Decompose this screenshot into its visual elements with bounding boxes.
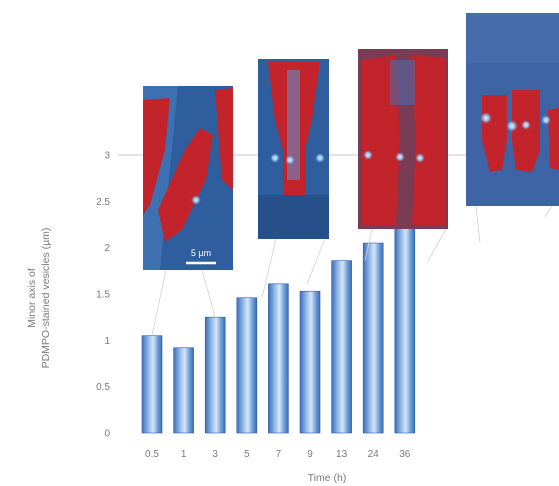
x-tick-label: 24 bbox=[368, 449, 380, 460]
x-tick-label: 0.5 bbox=[145, 449, 159, 460]
x-axis-title: Time (h) bbox=[308, 472, 347, 484]
leader-line bbox=[475, 205, 481, 244]
y-tick-labels: 0 0.5 1 1.5 2 2.5 3 bbox=[96, 151, 110, 440]
x-tick-label: 9 bbox=[307, 449, 313, 460]
bar bbox=[141, 335, 163, 434]
bar bbox=[173, 347, 194, 434]
micrograph-inset-1: 5 µm bbox=[143, 86, 233, 270]
x-tick-label: 13 bbox=[336, 449, 348, 460]
x-tick-label: 1 bbox=[181, 449, 187, 460]
bars bbox=[141, 216, 416, 434]
leader-line bbox=[261, 238, 277, 298]
y-axis-title: Minor axis of PDMPO-stained vesicles (µm… bbox=[26, 228, 52, 369]
bar bbox=[236, 297, 258, 434]
bar bbox=[331, 260, 352, 434]
x-tick-labels: 0.5 1 3 5 7 9 13 24 36 bbox=[145, 449, 411, 460]
leader-line bbox=[201, 269, 216, 318]
y-axis-title-line-2: PDMPO-stained vesicles (µm) bbox=[40, 228, 52, 369]
y-tick-label: 2.5 bbox=[96, 197, 110, 208]
leader-line bbox=[427, 228, 447, 261]
y-tick-label: 3 bbox=[104, 151, 110, 162]
bar bbox=[299, 290, 321, 434]
leader-line bbox=[306, 238, 326, 284]
y-tick-label: 1 bbox=[104, 336, 110, 347]
inset-leader-lines bbox=[151, 205, 553, 336]
y-tick-label: 1.5 bbox=[96, 290, 110, 301]
micrograph-inset-4 bbox=[466, 13, 559, 206]
bar bbox=[204, 316, 226, 434]
x-tick-label: 3 bbox=[212, 449, 218, 460]
leader-line bbox=[544, 205, 553, 218]
bar bbox=[394, 216, 416, 434]
micrograph-inset-2 bbox=[258, 59, 329, 239]
leader-line bbox=[364, 228, 373, 261]
bar bbox=[268, 283, 289, 434]
bar bbox=[362, 242, 384, 434]
y-axis-title-line-1: Minor axis of bbox=[26, 268, 38, 328]
x-tick-label: 5 bbox=[244, 449, 250, 460]
x-tick-label: 7 bbox=[276, 449, 282, 460]
scale-bar-label: 5 µm bbox=[191, 248, 211, 258]
leader-line bbox=[151, 269, 167, 336]
x-tick-label: 36 bbox=[399, 449, 411, 460]
y-tick-label: 0 bbox=[104, 429, 110, 440]
y-tick-label: 2 bbox=[104, 243, 110, 254]
micrograph-inset-3 bbox=[358, 49, 448, 229]
y-tick-label: 0.5 bbox=[96, 382, 110, 393]
